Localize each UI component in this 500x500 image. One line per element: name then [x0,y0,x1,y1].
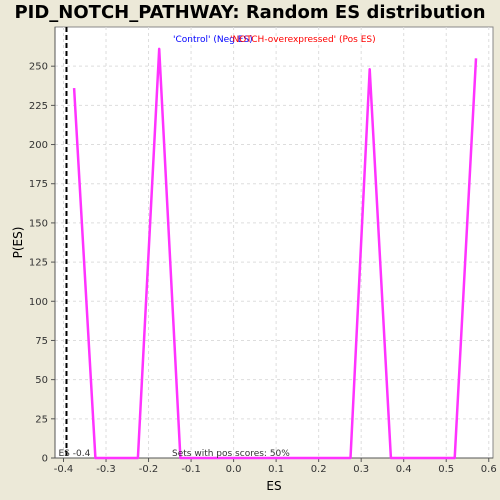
x-tick-label: 0.3 [353,464,369,475]
y-tick-label: 75 [35,336,48,347]
x-tick-label: 0.5 [438,464,454,475]
x-tick-label: -0.2 [139,464,159,475]
y-tick-label: 0 [42,454,48,465]
y-tick-label: 225 [29,101,48,112]
y-tick-label: 125 [29,258,48,269]
y-tick-label: 150 [29,218,48,229]
x-tick-label: -0.3 [96,464,116,475]
pos-scores-note: Sets with pos scores: 50% [172,449,290,459]
legend-neg-label: 'Control' (Neg ES) [173,35,253,45]
y-tick-label: 250 [29,62,48,73]
x-tick-label: 0.0 [226,464,242,475]
x-tick-label: 0.2 [311,464,327,475]
es-value-label: ES -0.4 [58,449,90,459]
x-tick-label: -0.4 [54,464,74,475]
y-tick-label: 50 [35,375,48,386]
x-tick-label: 0.4 [396,464,412,475]
y-tick-label: 25 [35,414,48,425]
y-tick-label: 175 [29,179,48,190]
x-tick-label: 0.6 [481,464,497,475]
legend-pos-label: 'NOTCH-overexpressed' (Pos ES) [230,35,376,45]
x-axis-label: ES [266,479,281,493]
y-axis-label: P(ES) [11,227,25,259]
y-tick-label: 200 [29,140,48,151]
plot-area [54,26,494,459]
chart-title: PID_NOTCH_PATHWAY: Random ES distributio… [14,2,486,23]
series-layer [72,47,478,460]
x-tick-label: 0.1 [268,464,284,475]
series-line [72,47,478,460]
y-tick-label: 100 [29,297,48,308]
x-tick-label: -0.1 [181,464,201,475]
